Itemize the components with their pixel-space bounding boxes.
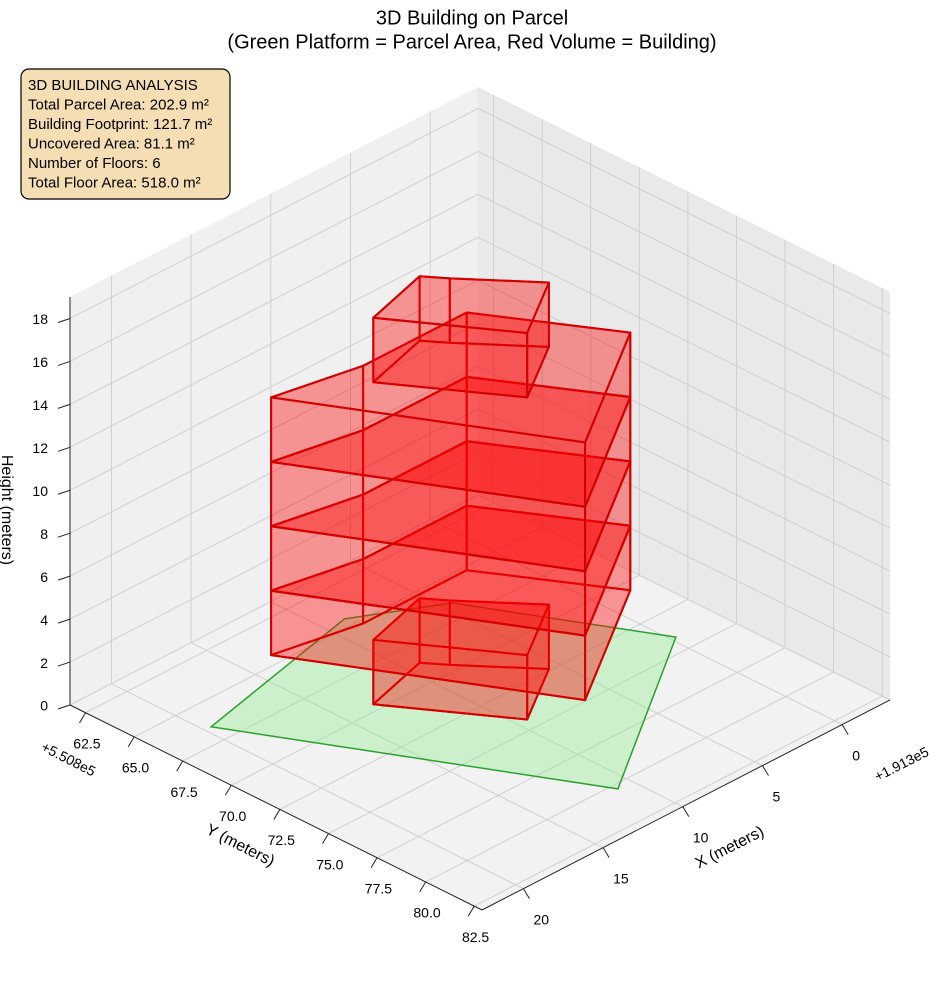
x-tick-mark bbox=[841, 724, 849, 735]
x-tick-label: 15 bbox=[613, 870, 629, 886]
y-tick-mark bbox=[370, 857, 378, 869]
info-line: 3D BUILDING ANALYSIS bbox=[28, 77, 198, 94]
y-tick-mark bbox=[467, 905, 475, 917]
x-tick-mark bbox=[602, 847, 610, 858]
grid-line bbox=[425, 671, 834, 883]
marks bbox=[209, 275, 677, 790]
grid-line bbox=[477, 193, 891, 400]
x-tick-mark bbox=[523, 888, 530, 899]
chart-title: 3D Building on Parcel bbox=[376, 7, 568, 29]
grid-line bbox=[477, 451, 891, 658]
grid-line bbox=[69, 408, 479, 620]
grid-line bbox=[477, 150, 891, 357]
z-tick-label: 2 bbox=[40, 655, 48, 671]
grid-line bbox=[477, 108, 891, 314]
grid-line bbox=[477, 322, 891, 529]
z-tick-mark bbox=[57, 618, 71, 624]
grid-line bbox=[477, 279, 891, 486]
grid-line bbox=[69, 322, 479, 534]
info-line: Number of Floors: 6 bbox=[28, 155, 161, 172]
x-tick-mark bbox=[762, 765, 769, 776]
grid-line bbox=[477, 494, 891, 701]
grid-line bbox=[376, 647, 786, 859]
z-tick-label: 4 bbox=[40, 612, 48, 628]
info-box: 3D BUILDING ANALYSIS Total Parcel Area: 2… bbox=[20, 68, 231, 200]
z-tick-label: 18 bbox=[32, 311, 48, 327]
y-axis-label: Y (meters) bbox=[203, 821, 277, 870]
z-tick-label: 16 bbox=[32, 354, 48, 370]
grid-line bbox=[270, 601, 684, 808]
y-tick-label: 67.5 bbox=[170, 784, 197, 800]
grid-line bbox=[477, 408, 891, 615]
grid-line bbox=[231, 574, 640, 786]
z-tick-mark bbox=[57, 403, 71, 409]
grid-line bbox=[279, 598, 689, 810]
z-tick-mark bbox=[57, 704, 71, 710]
chart-subtitle: (Green Platform = Parcel Area, Red Volum… bbox=[227, 31, 716, 53]
grid-line bbox=[182, 550, 591, 762]
y-tick-mark bbox=[127, 736, 135, 748]
y-tick-mark bbox=[224, 785, 232, 796]
y-tick-label: 62.5 bbox=[73, 735, 100, 751]
x-tick-label: 0 bbox=[852, 747, 860, 763]
grid-line bbox=[69, 193, 479, 405]
grid-line bbox=[429, 519, 843, 726]
y-tick-mark bbox=[322, 833, 329, 844]
grid-line bbox=[85, 502, 494, 714]
z-tick-mark bbox=[57, 317, 71, 323]
info-box-frame bbox=[20, 68, 231, 200]
x-tick-label: 10 bbox=[693, 829, 709, 845]
grid-line bbox=[477, 365, 891, 572]
floor-pane bbox=[70, 495, 890, 910]
grid-line bbox=[69, 236, 479, 448]
y-tick-mark bbox=[176, 760, 184, 772]
y-axis-line bbox=[69, 704, 483, 911]
grid-line bbox=[477, 236, 891, 443]
z-tick-mark bbox=[57, 360, 71, 366]
y-tick-label: 77.5 bbox=[365, 880, 392, 896]
z-tick-label: 14 bbox=[32, 397, 48, 413]
floor-top bbox=[372, 275, 550, 334]
z-axis-label: Height (meters) bbox=[0, 455, 15, 565]
z-tick-mark bbox=[57, 446, 71, 452]
y-tick-label: 72.5 bbox=[268, 832, 295, 848]
z-tick-mark bbox=[57, 575, 71, 581]
grid-line bbox=[69, 365, 479, 577]
info-line: Uncovered Area: 81.1 m² bbox=[28, 136, 195, 153]
right-pane bbox=[478, 87, 890, 700]
x-offset-label: +1.913e5 bbox=[872, 743, 932, 784]
x-tick-label: 5 bbox=[773, 788, 781, 804]
y-tick-label: 82.5 bbox=[462, 929, 489, 945]
z-tick-label: 10 bbox=[32, 483, 48, 499]
z-tick-label: 6 bbox=[40, 569, 48, 585]
grid-line bbox=[69, 279, 479, 491]
grid-line bbox=[111, 683, 524, 890]
grid-line bbox=[69, 108, 479, 319]
y-tick-mark bbox=[419, 881, 427, 893]
y-tick-label: 65.0 bbox=[122, 760, 149, 776]
y-tick-mark bbox=[79, 712, 86, 723]
z-tick-label: 0 bbox=[40, 698, 48, 714]
z-tick-mark bbox=[57, 661, 71, 667]
x-tick-label: 20 bbox=[533, 911, 549, 927]
info-line: Total Parcel Area: 202.9 m² bbox=[28, 97, 209, 114]
grid-line bbox=[69, 494, 479, 706]
z-tick-mark bbox=[57, 489, 71, 495]
x-axis-line bbox=[481, 699, 891, 911]
grid-line bbox=[190, 642, 604, 849]
info-line: Building Footprint: 121.7 m² bbox=[28, 116, 212, 133]
info-line: Total Floor Area: 518.0 m² bbox=[28, 175, 201, 192]
grid-line bbox=[473, 695, 883, 907]
y-tick-label: 75.0 bbox=[316, 856, 343, 872]
grid-line bbox=[69, 150, 479, 362]
z-tick-mark bbox=[57, 532, 71, 538]
z-tick-label: 12 bbox=[32, 440, 48, 456]
y-tick-label: 70.0 bbox=[219, 808, 246, 824]
z-tick-label: 8 bbox=[40, 526, 48, 542]
grid-line bbox=[69, 451, 479, 663]
y-tick-label: 80.0 bbox=[413, 905, 440, 921]
y-tick-mark bbox=[273, 809, 281, 820]
x-tick-mark bbox=[682, 806, 690, 817]
